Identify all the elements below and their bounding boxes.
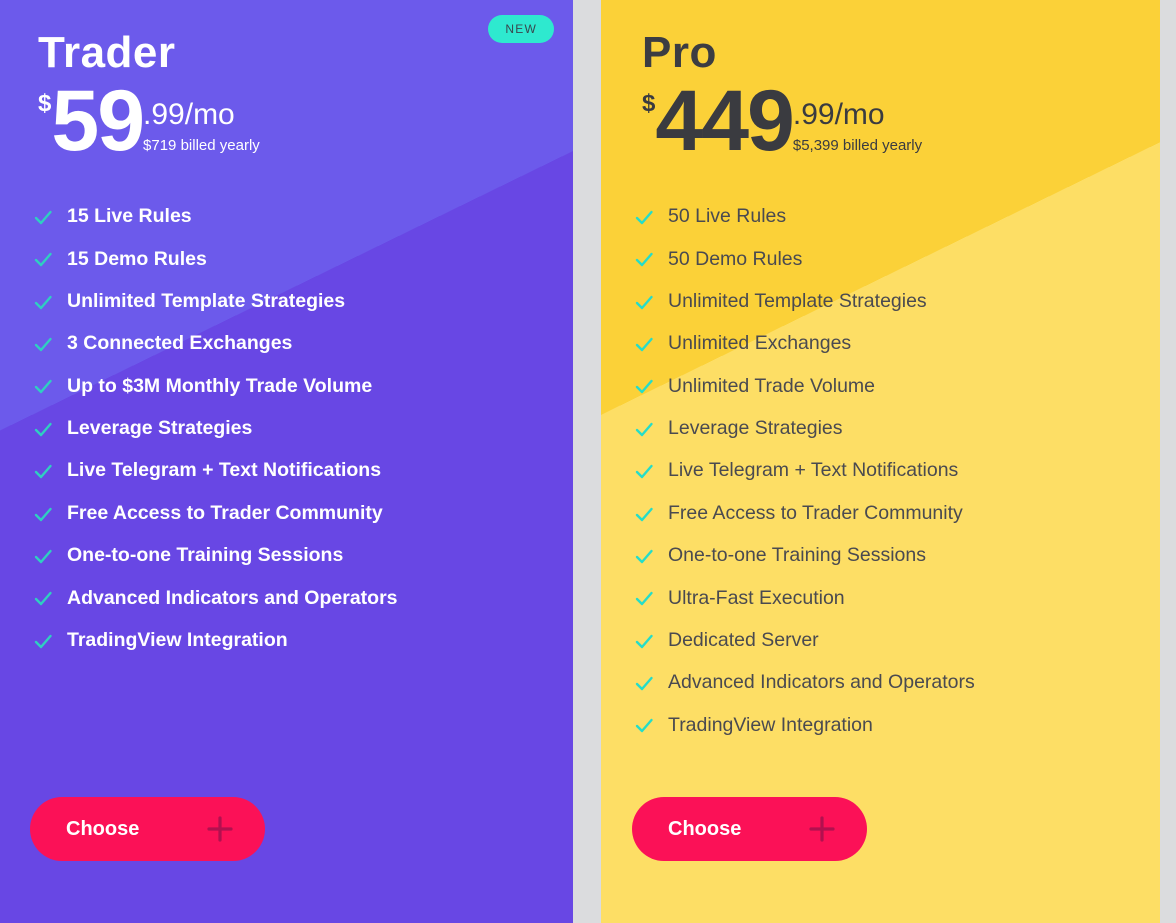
feature-item: One-to-one Training Sessions — [634, 544, 1142, 567]
check-icon — [635, 252, 653, 267]
card-header: Trader $ 59 .99/mo $719 billed yearly — [0, 0, 573, 169]
choose-button-trader[interactable]: Choose — [30, 797, 265, 861]
check-icon — [635, 549, 653, 564]
check-icon — [34, 252, 52, 267]
check-icon — [34, 634, 52, 648]
plus-icon — [207, 816, 233, 842]
feature-label: 15 Live Rules — [67, 205, 192, 228]
check-icon — [635, 422, 653, 436]
feature-item: One-to-one Training Sessions — [33, 544, 555, 567]
check-icon — [635, 676, 653, 691]
feature-label: Live Telegram + Text Notifications — [668, 459, 959, 482]
card-header: Pro $ 449 .99/mo $5,399 billed yearly — [601, 0, 1160, 169]
price-major: 59 — [51, 73, 145, 169]
feature-item: 50 Live Rules — [634, 205, 1142, 228]
feature-item: Unlimited Trade Volume — [634, 375, 1142, 398]
pricing-card-trader: NEW Trader $ 59 .99/mo $719 billed yearl… — [0, 0, 573, 923]
feature-item: Free Access to Trader Community — [634, 502, 1142, 525]
check-icon — [34, 592, 52, 606]
feature-label: 50 Demo Rules — [668, 247, 803, 270]
plan-title: Trader — [38, 28, 176, 77]
feature-label: Ultra-Fast Execution — [668, 586, 845, 609]
feature-label: Leverage Strategies — [67, 417, 253, 440]
feature-label: Unlimited Template Strategies — [668, 289, 927, 312]
currency-symbol: $ — [642, 90, 656, 117]
check-icon — [34, 507, 52, 521]
feature-label: Dedicated Server — [668, 629, 819, 652]
feature-label: 15 Demo Rules — [67, 247, 207, 270]
check-icon — [34, 337, 52, 352]
check-icon — [635, 719, 653, 733]
choose-button-label: Choose — [668, 817, 742, 840]
check-icon — [635, 380, 653, 394]
feature-item: 3 Connected Exchanges — [33, 332, 555, 355]
feature-item: 15 Live Rules — [33, 205, 555, 228]
price-major: 449 — [655, 73, 794, 169]
feature-label: Advanced Indicators and Operators — [668, 671, 975, 694]
feature-item: Live Telegram + Text Notifications — [33, 459, 555, 482]
feature-label: Advanced Indicators and Operators — [67, 586, 398, 609]
check-icon — [635, 295, 653, 309]
feature-item: Live Telegram + Text Notifications — [634, 459, 1142, 482]
check-icon — [34, 380, 52, 394]
feature-label: TradingView Integration — [668, 713, 873, 736]
feature-item: Advanced Indicators and Operators — [634, 671, 1142, 694]
feature-item: Dedicated Server — [634, 629, 1142, 652]
pricing-card-pro: Pro $ 449 .99/mo $5,399 billed yearly 50… — [601, 0, 1160, 923]
feature-item: Unlimited Template Strategies — [634, 290, 1142, 313]
feature-label: TradingView Integration — [67, 629, 288, 652]
billed-yearly-note: $5,399 billed yearly — [792, 137, 923, 154]
check-icon — [34, 295, 52, 309]
check-icon — [635, 210, 653, 224]
price-minor: .99/mo — [143, 98, 235, 131]
feature-item: Ultra-Fast Execution — [634, 587, 1142, 610]
feature-label: One-to-one Training Sessions — [67, 544, 344, 567]
feature-label: Up to $3M Monthly Trade Volume — [67, 374, 373, 397]
feature-item: Unlimited Template Strategies — [33, 290, 555, 313]
new-badge: NEW — [488, 15, 554, 43]
feature-item: 15 Demo Rules — [33, 248, 555, 271]
check-icon — [34, 210, 52, 224]
check-icon — [34, 549, 52, 564]
check-icon — [635, 634, 653, 648]
feature-list: 15 Live Rules 15 Demo Rules Unlimited Te… — [0, 205, 573, 652]
check-icon — [635, 507, 653, 521]
feature-label: Leverage Strategies — [668, 417, 843, 440]
feature-item: Up to $3M Monthly Trade Volume — [33, 375, 555, 398]
feature-label: Free Access to Trader Community — [668, 501, 963, 524]
check-icon — [34, 422, 52, 436]
feature-item: Leverage Strategies — [33, 417, 555, 440]
feature-item: Leverage Strategies — [634, 417, 1142, 440]
feature-item: Unlimited Exchanges — [634, 332, 1142, 355]
check-icon — [635, 337, 653, 352]
choose-button-pro[interactable]: Choose — [632, 797, 867, 861]
choose-button-label: Choose — [66, 817, 140, 840]
feature-item: Free Access to Trader Community — [33, 502, 555, 525]
check-icon — [34, 464, 52, 479]
plus-icon — [809, 816, 835, 842]
feature-label: Unlimited Exchanges — [668, 332, 852, 355]
feature-item: Advanced Indicators and Operators — [33, 587, 555, 610]
feature-list: 50 Live Rules 50 Demo Rules Unlimited Te… — [601, 205, 1160, 737]
check-icon — [635, 464, 653, 479]
feature-item: TradingView Integration — [634, 714, 1142, 737]
feature-label: One-to-one Training Sessions — [668, 544, 926, 567]
currency-symbol: $ — [38, 90, 52, 117]
price-block: $ 59 .99/mo $719 billed yearly — [38, 73, 573, 169]
billed-yearly-note: $719 billed yearly — [143, 137, 260, 154]
price-minor: .99/mo — [792, 98, 885, 131]
feature-label: 50 Live Rules — [668, 205, 787, 228]
feature-item: TradingView Integration — [33, 629, 555, 652]
feature-label: Free Access to Trader Community — [67, 501, 383, 524]
feature-label: Unlimited Trade Volume — [668, 374, 876, 397]
check-icon — [635, 592, 653, 606]
plan-title: Pro — [642, 28, 717, 77]
price-block: $ 449 .99/mo $5,399 billed yearly — [642, 73, 1160, 169]
feature-label: 3 Connected Exchanges — [67, 332, 293, 355]
feature-label: Unlimited Template Strategies — [67, 289, 346, 312]
feature-label: Live Telegram + Text Notifications — [67, 459, 382, 482]
feature-item: 50 Demo Rules — [634, 248, 1142, 271]
